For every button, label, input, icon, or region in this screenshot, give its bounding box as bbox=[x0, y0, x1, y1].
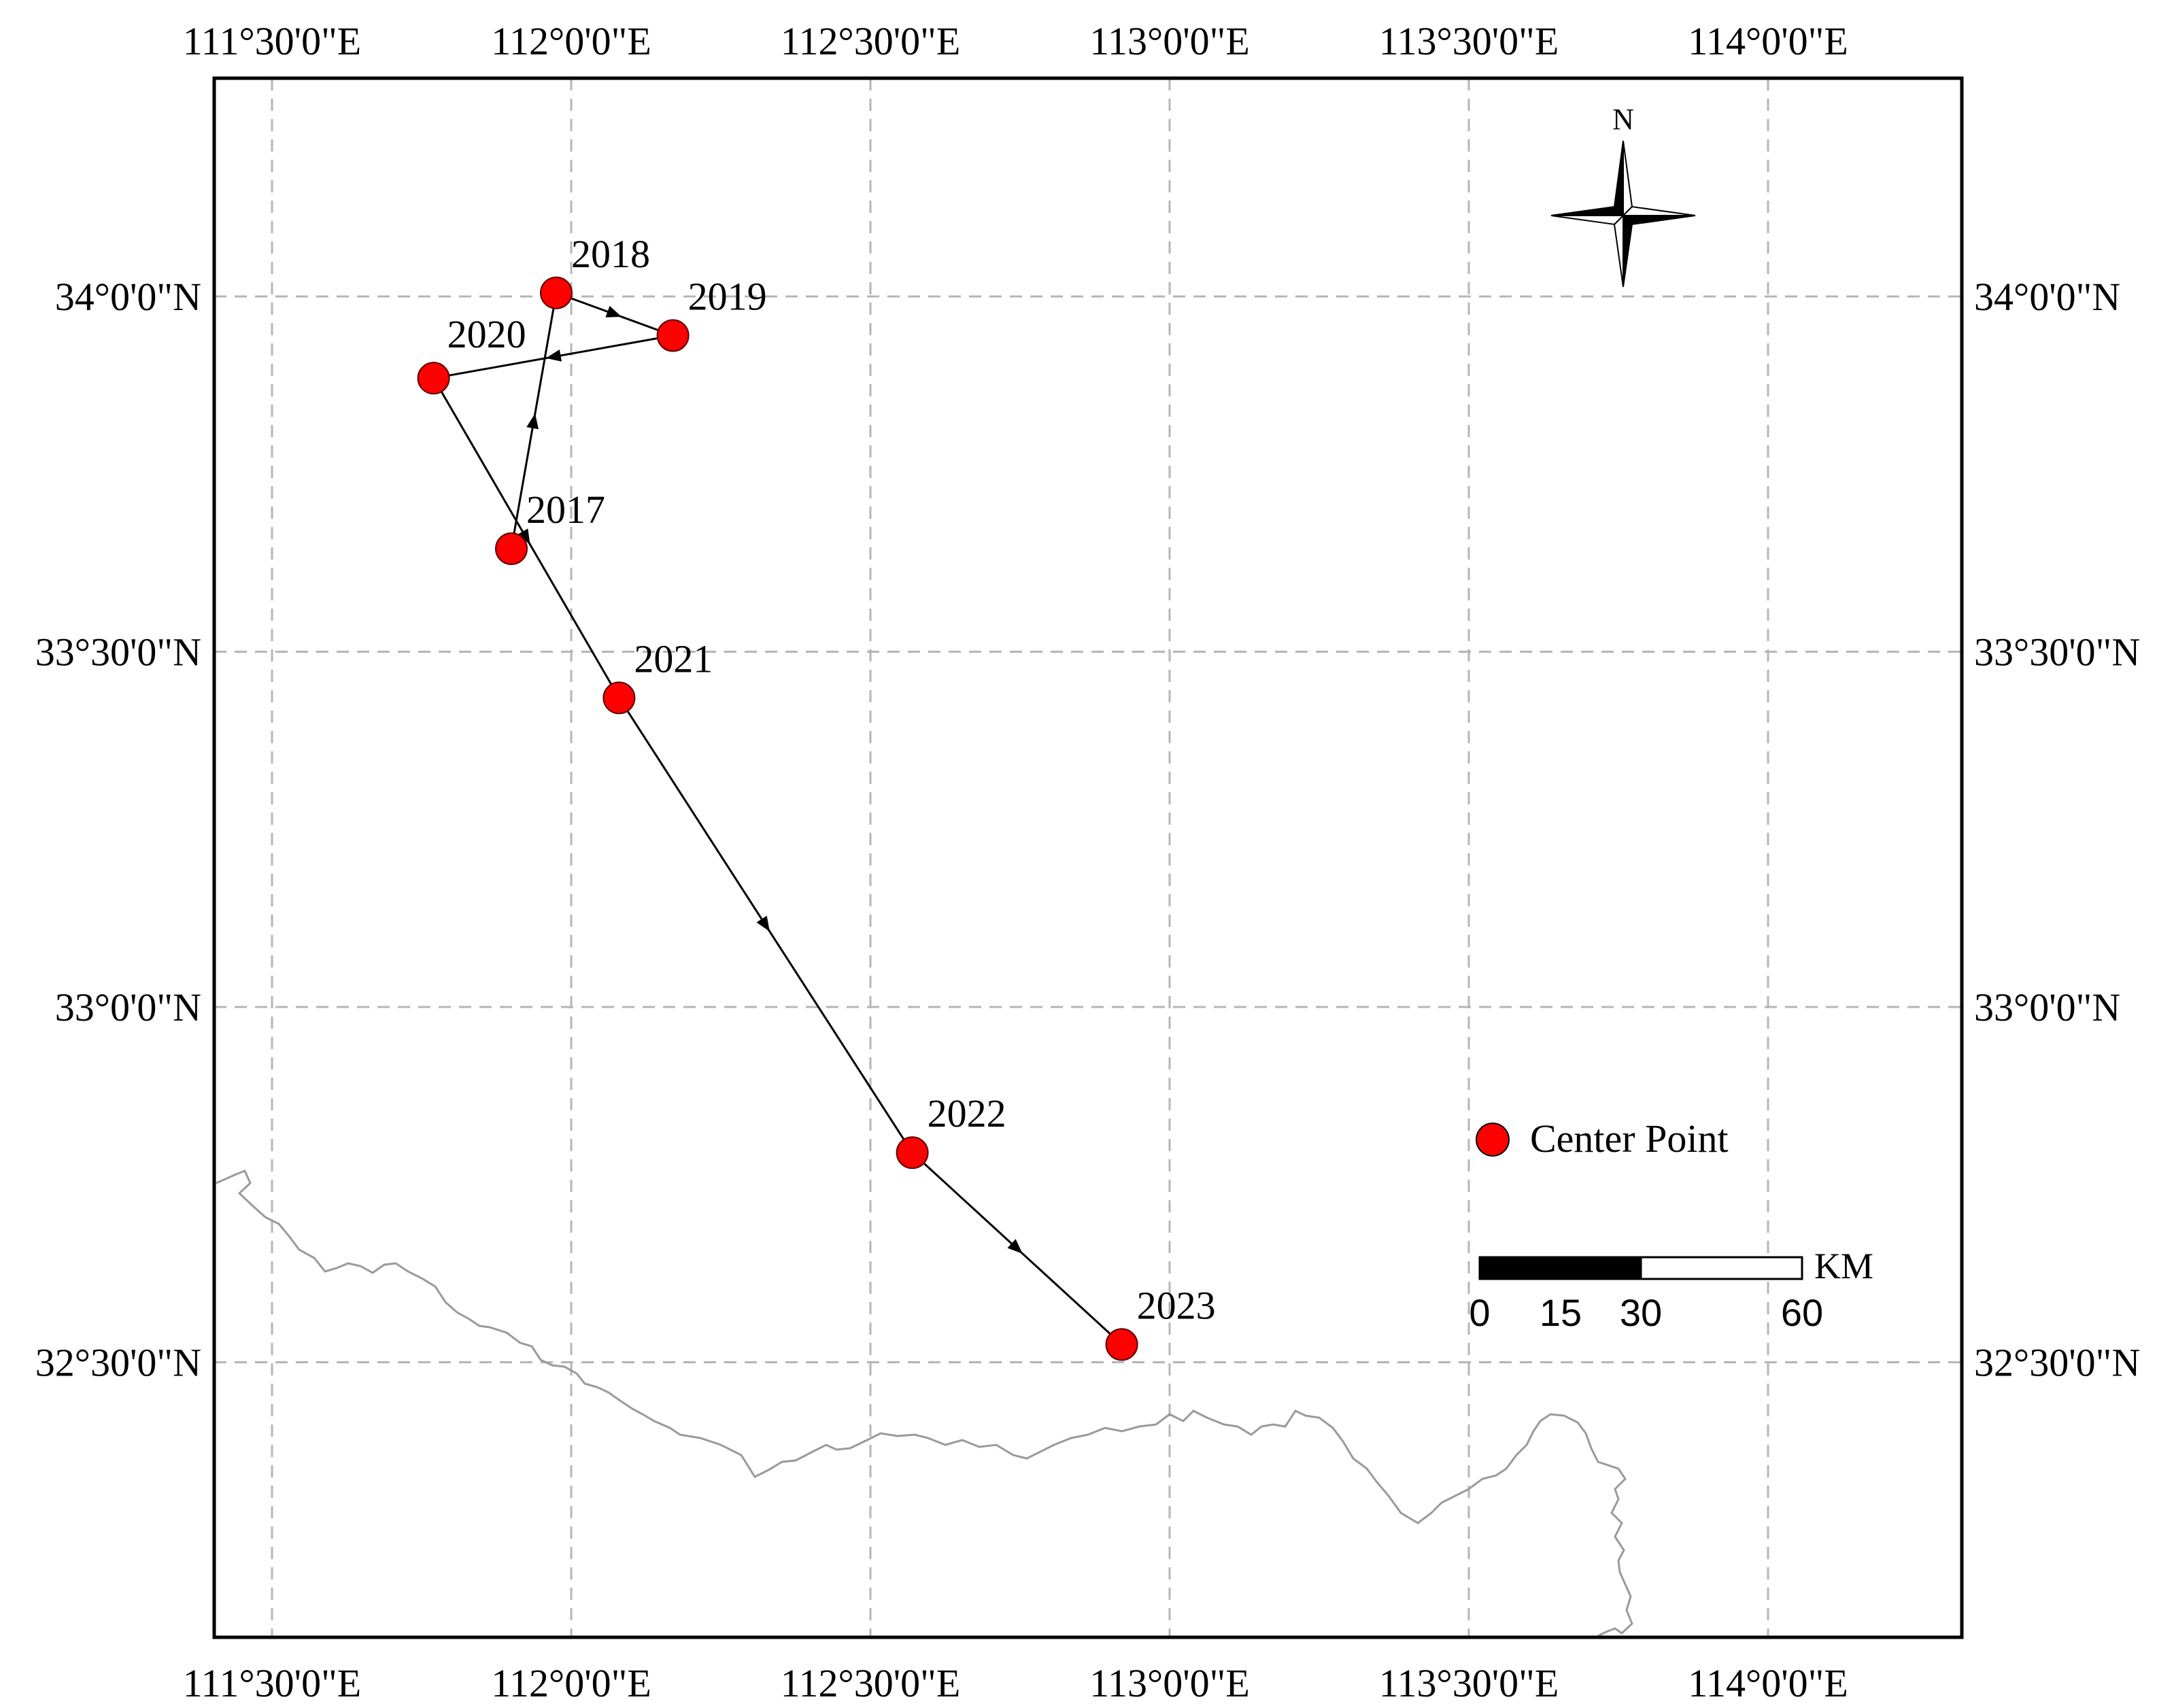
year-label-2023: 2023 bbox=[1137, 1283, 1216, 1327]
right-latitude-label: 32°30'0"N bbox=[1974, 1341, 2140, 1385]
trajectory-arrow-icon bbox=[605, 305, 622, 318]
scale-unit: KM bbox=[1814, 1246, 1873, 1286]
right-latitude-label: 34°0'0"N bbox=[1974, 275, 2120, 319]
trajectory-arrow-icon bbox=[1007, 1239, 1023, 1254]
coordinate-labels: 111°30'0"E 111°30'0"E 112°0'0"E 112°0'0"E 11… bbox=[35, 19, 2140, 1705]
bottom-longitude-label: 113°0'0"E bbox=[1089, 1661, 1250, 1705]
bottom-longitude-label: 112°30'0"E bbox=[781, 1661, 961, 1705]
year-label-2018: 2018 bbox=[571, 232, 650, 276]
legend-center-point-icon bbox=[1476, 1123, 1510, 1157]
left-latitude-label: 33°0'0"N bbox=[55, 985, 201, 1029]
top-longitude-label: 112°0'0"E bbox=[491, 19, 651, 63]
center-point-2019 bbox=[656, 319, 690, 352]
scale-tick-60: 60 bbox=[1781, 1291, 1823, 1334]
scale-tick-15: 15 bbox=[1540, 1291, 1582, 1334]
year-label-2021: 2021 bbox=[634, 636, 713, 681]
scale-bar: 0 15 30 60 KM bbox=[1469, 1246, 1873, 1334]
center-point-2020 bbox=[417, 362, 450, 395]
center-point-2018 bbox=[540, 276, 573, 309]
scale-tick-0: 0 bbox=[1469, 1291, 1490, 1334]
top-longitude-label: 113°0'0"E bbox=[1089, 19, 1250, 63]
top-longitude-label: 111°30'0"E bbox=[183, 19, 361, 63]
bottom-longitude-label: 113°30'0"E bbox=[1379, 1661, 1559, 1705]
year-label-2020: 2020 bbox=[447, 312, 526, 356]
trajectory-arrow-icon bbox=[545, 349, 562, 362]
year-label-2017: 2017 bbox=[526, 488, 605, 532]
north-arrow-icon bbox=[1550, 140, 1696, 288]
trajectory-arrow-icon bbox=[756, 915, 770, 932]
bottom-longitude-label: 114°0'0"E bbox=[1688, 1661, 1848, 1705]
north-label: N bbox=[1612, 103, 1634, 136]
legend-label: Center Point bbox=[1530, 1116, 1729, 1161]
left-latitude-label: 33°30'0"N bbox=[35, 630, 201, 674]
scale-tick-30: 30 bbox=[1620, 1291, 1662, 1334]
right-latitude-label: 33°0'0"N bbox=[1974, 985, 2120, 1029]
top-longitude-label: 114°0'0"E bbox=[1688, 19, 1848, 63]
year-label-2019: 2019 bbox=[688, 274, 767, 318]
left-latitude-label: 34°0'0"N bbox=[55, 275, 201, 319]
center-point-2021 bbox=[602, 681, 636, 715]
trajectory-lines bbox=[432, 292, 1123, 1346]
center-point-2022 bbox=[896, 1136, 929, 1169]
trajectory-arrow-icon bbox=[526, 413, 539, 430]
top-longitude-label: 112°30'0"E bbox=[781, 19, 961, 63]
graticule-grid bbox=[214, 78, 1962, 1637]
center-point-2023 bbox=[1105, 1328, 1138, 1361]
right-latitude-label: 33°30'0"N bbox=[1974, 630, 2140, 674]
trajectory-arrow-icon bbox=[517, 528, 530, 545]
year-label-2022: 2022 bbox=[928, 1091, 1006, 1135]
bottom-longitude-label: 112°0'0"E bbox=[491, 1661, 651, 1705]
center-point-2017 bbox=[495, 532, 528, 565]
boundary-line bbox=[216, 1169, 1633, 1637]
map-frame bbox=[212, 76, 1964, 1639]
bottom-longitude-label: 111°30'0"E bbox=[183, 1661, 361, 1705]
left-latitude-label: 32°30'0"N bbox=[35, 1341, 201, 1385]
center-points: 2017 2018 2019 2020 2021 2022 2023 bbox=[417, 232, 1216, 1361]
top-longitude-label: 113°30'0"E bbox=[1379, 19, 1559, 63]
